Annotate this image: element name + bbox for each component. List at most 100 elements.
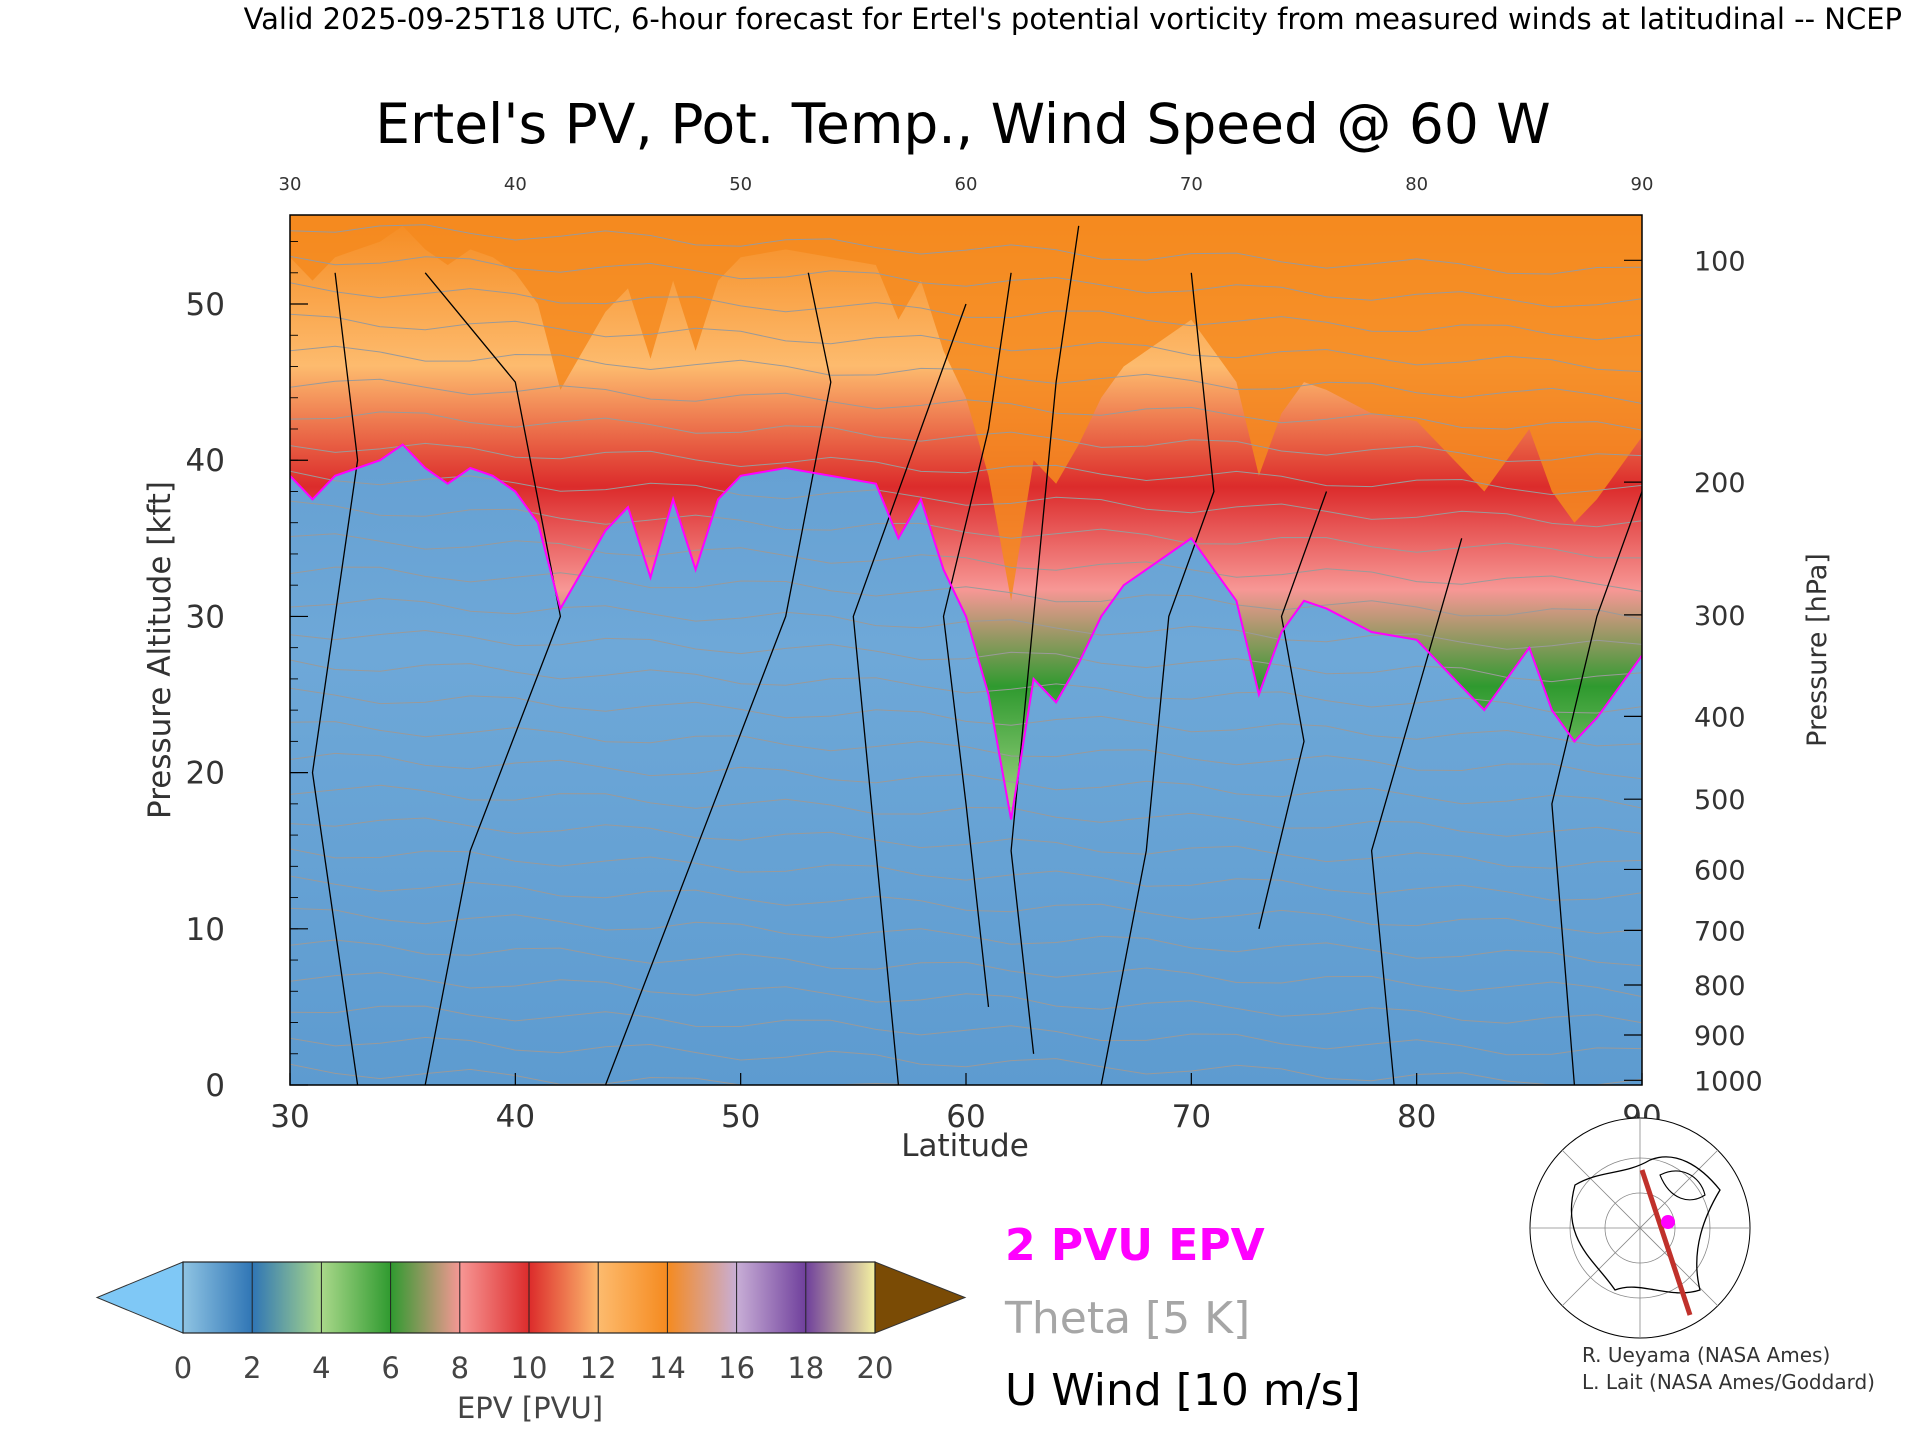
x-top-tick-label: 90 (1631, 174, 1654, 195)
colorbar-tick-label: 14 (649, 1351, 686, 1385)
u-wind-contours (311, 225, 1642, 1085)
theta-line (290, 752, 1642, 809)
colorbar-segment (529, 1262, 599, 1333)
pressure-tick-label: 700 (1694, 916, 1746, 947)
theta-line (290, 470, 1642, 528)
credit-line-2: L. Lait (NASA Ames/Goddard) (1582, 1370, 1875, 1394)
locator-map (1529, 1117, 1751, 1339)
epv-colorbar: 0 2 4 6 8 10 12 14 16 18 20 (95, 1261, 967, 1385)
theta-line (290, 442, 1642, 496)
x-tick-label: 60 (946, 1099, 985, 1135)
theta-line (290, 907, 1642, 967)
y-tick-label: 10 (186, 912, 225, 948)
theta-line (290, 500, 1642, 559)
y-tick-label: 40 (186, 443, 225, 479)
wind-contour (852, 303, 967, 1085)
wind-contour (311, 272, 359, 1085)
colorbar-tick-label: 8 (451, 1351, 469, 1385)
theta-line (290, 721, 1642, 780)
colorbar-label: EPV [PVU] (457, 1391, 603, 1425)
colorbar-tick-label: 6 (381, 1351, 399, 1385)
chart-title: Ertel's PV, Pot. Temp., Wind Speed @ 60 … (375, 92, 1550, 156)
pressure-tick-label: 200 (1694, 468, 1746, 499)
colorbar-segment (736, 1262, 807, 1333)
y-tick-label: 0 (205, 1068, 225, 1104)
theta-line (290, 255, 1642, 308)
wind-contour (1100, 272, 1215, 1085)
pressure-tick-label: 800 (1694, 971, 1746, 1002)
wind-contour (942, 272, 1012, 1007)
theta-line (290, 848, 1642, 901)
theta-line (290, 566, 1642, 620)
colorbar-segment (667, 1262, 738, 1333)
colorbar-under-arrow (95, 1261, 184, 1334)
x-top-tick-label: 50 (729, 174, 752, 195)
wind-contour (1258, 491, 1328, 929)
colorbar-tick-label: 18 (787, 1351, 824, 1385)
theta-line (290, 597, 1642, 650)
theta-line (290, 345, 1642, 404)
theta-line (290, 411, 1642, 463)
wind-contour (1370, 538, 1463, 1085)
pv-field-high-values (290, 215, 1642, 601)
credit-line-1: R. Ueyama (NASA Ames) (1582, 1343, 1830, 1367)
x-tick-label: 70 (1172, 1099, 1211, 1135)
x-top-tick-label: 80 (1405, 174, 1428, 195)
x-tick-label: 30 (270, 1099, 309, 1135)
x-top-tick-label: 70 (1180, 174, 1203, 195)
theta-line (290, 939, 1642, 998)
y-axis-left: 0 10 20 30 40 50 (186, 241, 308, 1104)
theta-line (290, 817, 1642, 869)
colorbar-tick-label: 16 (718, 1351, 755, 1385)
x-axis-label: Latitude (901, 1128, 1029, 1164)
theta-line (290, 313, 1642, 373)
colorbar-frame (182, 1261, 876, 1334)
pressure-tick-label: 600 (1694, 855, 1746, 886)
theta-line (290, 659, 1642, 714)
theta-line (290, 972, 1642, 1024)
y2-axis-label: Pressure [hPa] (1802, 553, 1833, 747)
plot-area (290, 215, 1642, 1085)
x-axis-top: 30 40 50 60 70 80 90 (279, 174, 1654, 195)
colorbar-segment (321, 1262, 392, 1333)
colorbar-segment (459, 1262, 530, 1333)
theta-line (290, 224, 1642, 275)
wind-contour (1010, 225, 1080, 1054)
valid-time-header: Valid 2025-09-25T18 UTC, 6-hour forecast… (244, 2, 1902, 36)
y-axis-label: Pressure Altitude [kft] (142, 481, 178, 819)
tropopause-2pvu-contour (290, 443, 1642, 820)
x-tick-label: 40 (496, 1099, 535, 1135)
colorbar-tick-label: 2 (243, 1351, 261, 1385)
theta-line (290, 875, 1642, 935)
theta-line (290, 378, 1642, 431)
legend-theta: Theta [5 K] (1004, 1293, 1250, 1344)
theta-line (290, 1005, 1642, 1056)
pressure-tick-label: 100 (1694, 246, 1746, 277)
colorbar-tick-label: 12 (580, 1351, 617, 1385)
theta-line (290, 629, 1642, 683)
colorbar-segment (252, 1262, 322, 1333)
y-tick-label: 20 (186, 756, 225, 792)
colorbar-tick-label: 10 (511, 1351, 548, 1385)
colorbar-segment (183, 1262, 253, 1333)
colorbar-segment (805, 1262, 876, 1333)
pressure-tick-label: 300 (1694, 601, 1746, 632)
colorbar-over-arrow (874, 1261, 967, 1334)
legend-u-wind: U Wind [10 m/s] (1005, 1365, 1361, 1416)
theta-contours (290, 224, 1642, 1085)
pressure-tick-label: 1000 (1694, 1066, 1763, 1097)
theta-line (290, 282, 1642, 341)
x-top-tick-label: 30 (279, 174, 302, 195)
x-top-tick-label: 60 (955, 174, 978, 195)
y-axis-right-pressure: 100 200 300 400 500 600 700 800 900 1000 (1624, 246, 1763, 1097)
x-top-tick-label: 40 (504, 174, 527, 195)
wind-contour (604, 272, 832, 1085)
colorbar-tick-label: 0 (174, 1351, 192, 1385)
x-tick-label: 80 (1397, 1099, 1436, 1135)
wind-contour (424, 272, 562, 1085)
y-tick-label: 50 (186, 287, 225, 323)
colorbar-segment (390, 1262, 461, 1333)
legend-2pvu: 2 PVU EPV (1005, 1220, 1265, 1271)
x-axis-bottom: 30 40 50 60 70 80 90 (270, 1073, 1662, 1135)
